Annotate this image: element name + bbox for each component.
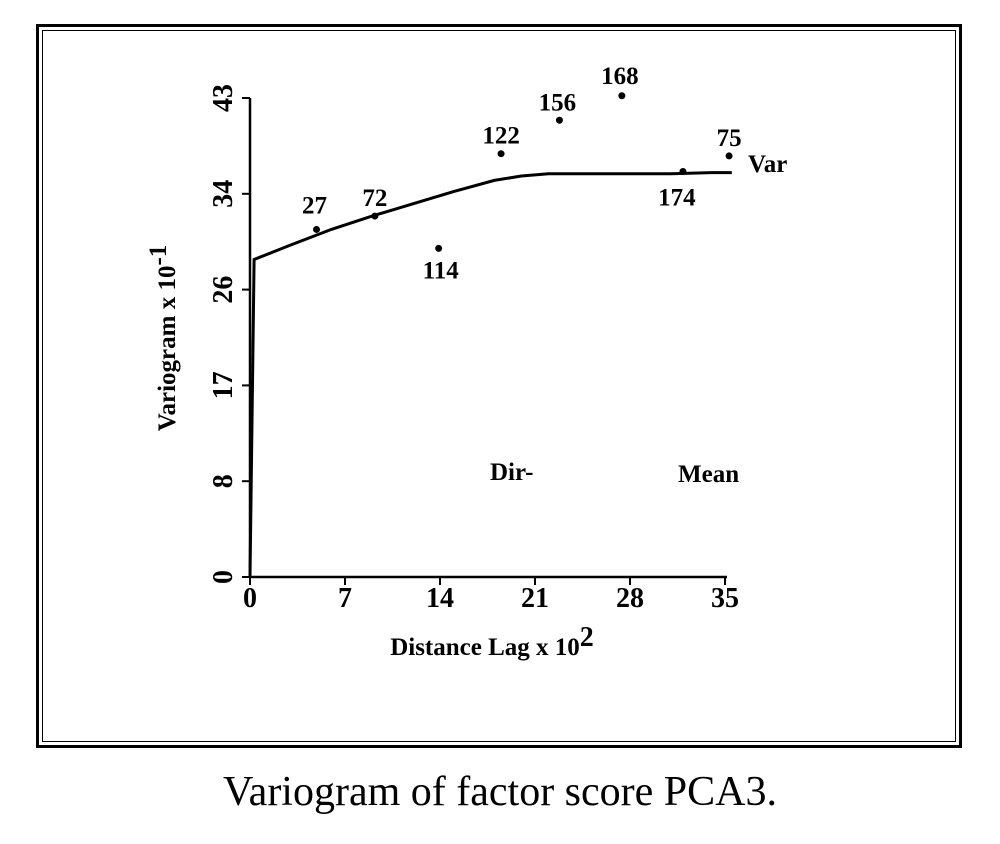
x-tick-label: 14 [426, 583, 454, 614]
data-point [555, 116, 563, 124]
point-label: 122 [482, 123, 520, 150]
y-axis-title-superscript: -1 [145, 245, 172, 266]
data-point [725, 152, 733, 160]
y-tick-label: 43 [208, 84, 239, 112]
y-tick-label: 17 [208, 371, 239, 399]
y-tick-label: 34 [208, 180, 239, 208]
point-label: 114 [423, 257, 460, 284]
y-tick-label: 26 [208, 276, 239, 304]
data-point [679, 168, 687, 176]
x-tick-label: 7 [338, 583, 352, 614]
axes: 0 7 14 21 28 35 0 8 17 26 34 43 Distance Lag x 102 Va… [145, 84, 739, 661]
x-axis-title-superscript: 2 [580, 622, 594, 653]
data-point [618, 92, 626, 100]
x-tick-label: 0 [243, 583, 257, 614]
data-point [313, 225, 320, 233]
annotation-text: Mean [678, 461, 739, 488]
annotation-text: Dir- [490, 459, 534, 486]
y-axis-title: Variogram x 10-1 [145, 245, 181, 432]
x-tick-label: 28 [616, 583, 644, 614]
figure-outer-border [36, 24, 962, 748]
annotation-text: Var [748, 151, 787, 178]
x-tick-label: 21 [521, 583, 549, 614]
y-tick-label: 0 [208, 570, 239, 584]
data-point [435, 244, 443, 252]
point-label: 27 [302, 192, 327, 219]
figure-caption: Variogram of factor score PCA3. [223, 769, 777, 815]
point-label: 168 [601, 63, 639, 90]
figure-inner-border [42, 30, 956, 742]
point-label: 75 [717, 125, 742, 152]
model-curve-layer [248, 171, 732, 578]
data-point [371, 212, 379, 220]
y-tick-label: 8 [208, 474, 239, 488]
point-label: 174 [658, 185, 696, 212]
point-label: 156 [539, 89, 577, 116]
x-tick-label: 35 [711, 583, 739, 614]
model-curve [248, 171, 732, 578]
variogram-chart: 0 7 14 21 28 35 0 8 17 26 34 43 Distance Lag x 102 Va… [145, 63, 787, 661]
points-layer [313, 92, 733, 252]
x-axis-title: Distance Lag x 102 [390, 622, 594, 661]
data-point [497, 150, 505, 158]
point-label: 72 [362, 185, 387, 212]
